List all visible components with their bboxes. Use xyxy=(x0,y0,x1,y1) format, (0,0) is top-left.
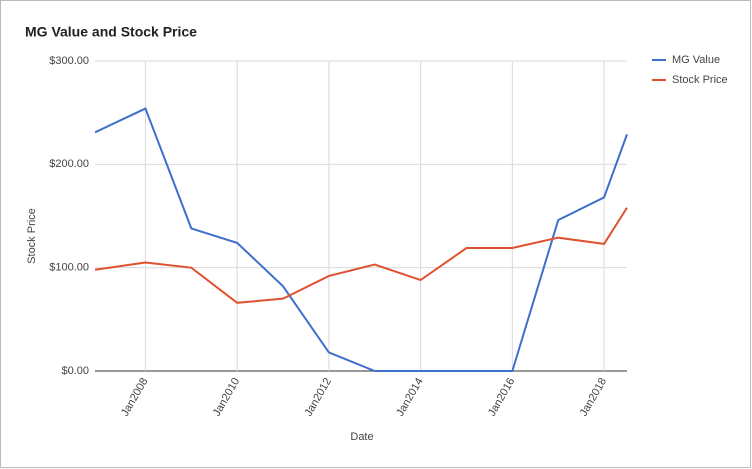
x-axis-label: Date xyxy=(350,431,373,443)
y-tick-label: $300.00 xyxy=(49,55,89,67)
y-tick-label: $200.00 xyxy=(49,158,89,170)
series-line xyxy=(94,107,628,372)
y-tick-label: $0.00 xyxy=(61,365,89,377)
chart-title: MG Value and Stock Price xyxy=(25,24,197,40)
legend-label: Stock Price xyxy=(672,74,728,86)
y-tick-label: $100.00 xyxy=(49,262,89,274)
legend-label: MG Value xyxy=(672,54,720,66)
y-axis-label: Stock Price xyxy=(26,208,38,264)
series-line xyxy=(94,207,628,304)
